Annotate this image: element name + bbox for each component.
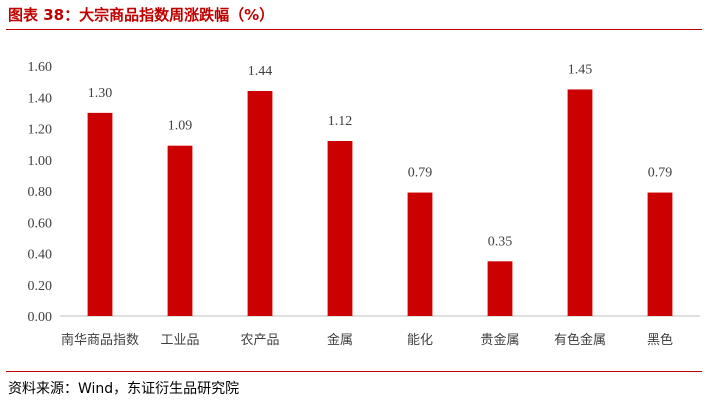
x-tick-label: 能化 (407, 333, 433, 348)
chart-title: 图表 38：大宗商品指数周涨跌幅（%） (8, 6, 275, 24)
x-tick-label: 有色金属 (554, 332, 606, 348)
data-label: 1.30 (88, 86, 113, 101)
x-tick-label: 黑色 (647, 332, 673, 348)
bar (327, 141, 353, 316)
footer-divider (6, 371, 702, 372)
data-label: 1.09 (168, 119, 193, 134)
data-label: 1.12 (328, 114, 353, 129)
title-divider (6, 29, 702, 30)
data-label: 0.79 (408, 166, 433, 181)
x-tick-label: 农产品 (240, 333, 279, 348)
bar (87, 112, 113, 316)
y-tick-label: 0.40 (28, 248, 53, 263)
y-tick-label: 0.00 (28, 310, 53, 325)
y-tick-label: 1.00 (28, 154, 53, 169)
y-tick-label: 0.20 (28, 279, 53, 294)
data-label: 1.45 (568, 62, 593, 77)
bar (247, 91, 273, 316)
x-tick-label: 金属 (327, 332, 353, 348)
data-label: 0.35 (488, 234, 513, 249)
bar (167, 145, 193, 316)
bar (567, 89, 593, 316)
x-tick-label: 南华商品指数 (61, 332, 139, 348)
bar (647, 192, 673, 316)
y-tick-label: 1.40 (28, 91, 53, 106)
bar (407, 192, 433, 316)
data-label: 1.44 (248, 64, 273, 79)
y-tick-label: 1.20 (28, 123, 53, 138)
x-tick-label: 贵金属 (480, 332, 519, 348)
x-tick-label: 工业品 (160, 333, 199, 348)
y-tick-label: 0.60 (28, 216, 53, 231)
bar-chart: 0.00 0.20 0.40 0.60 0.80 1.00 1.20 1.40 1.60 1.30… (0, 30, 712, 370)
bar (487, 261, 513, 316)
chart-canvas: 0.00 0.20 0.40 0.60 0.80 1.00 1.20 1.40 1.60 1.30… (28, 60, 700, 348)
data-label: 0.79 (648, 166, 673, 181)
y-tick-label: 1.60 (28, 60, 53, 75)
source-note: 资料来源：Wind，东证衍生品研究院 (8, 381, 240, 397)
y-tick-label: 0.80 (28, 185, 53, 200)
